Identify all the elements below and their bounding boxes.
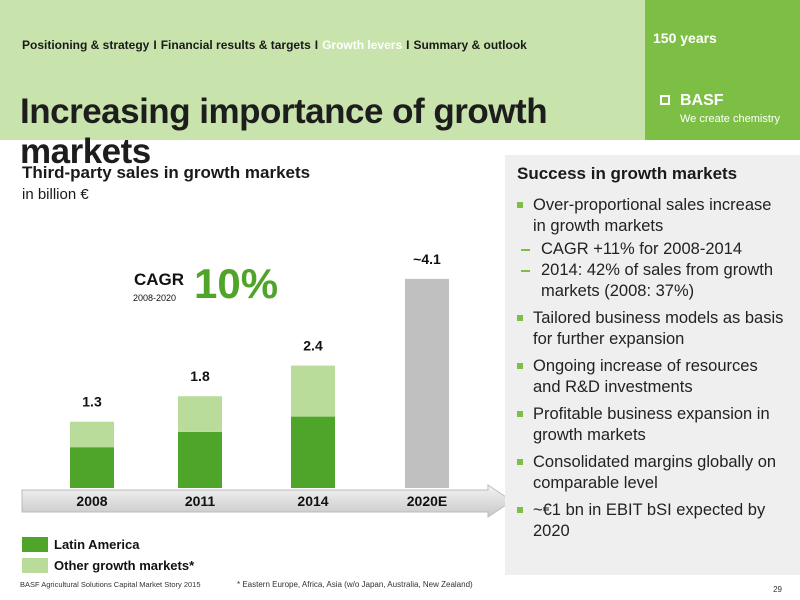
nav-item: Summary & outlook	[413, 38, 527, 52]
bullet: Consolidated margins globally on compara…	[517, 452, 787, 494]
nav-separator: I	[314, 38, 319, 52]
nav-separator: I	[406, 38, 410, 52]
bar-segment	[291, 365, 335, 417]
nav-separator: I	[153, 38, 157, 52]
nav-item: Positioning & strategy	[22, 38, 150, 52]
tagline: We create chemistry	[680, 113, 781, 125]
bar-segment	[291, 416, 335, 488]
slide-title: Increasing importance of growth markets	[20, 92, 548, 171]
bullet: Profitable business expansion in growth …	[517, 404, 787, 446]
total-label: 1.8	[190, 368, 210, 384]
bar-segment	[178, 396, 222, 432]
chart-subtitle: in billion €	[22, 186, 89, 203]
x-tick-label: 2008	[76, 493, 107, 509]
sub-list: CAGR +11% for 2008-2014 2014: 42% of sale…	[517, 239, 787, 302]
bar-segment	[178, 431, 222, 488]
x-tick-label: 2020E	[407, 493, 447, 509]
page-number: 29	[773, 585, 782, 594]
side-panel: Success in growth markets Over-proportio…	[505, 155, 800, 575]
brand-box: 150 years BASF We create chemistry	[645, 0, 800, 140]
nav-item: Growth levers	[322, 38, 403, 52]
legend-label: Other growth markets*	[54, 558, 195, 573]
cagr-period: 2008-2020	[133, 293, 176, 303]
bullet-list: Over-proportional sales increase in grow…	[517, 195, 787, 548]
bullet: Ongoing increase of resources and R&D in…	[517, 356, 787, 398]
logo: BASF	[660, 92, 724, 109]
legend-swatch	[22, 558, 48, 573]
navigation: Positioning & strategy I Financial results…	[22, 38, 527, 52]
bar-segment	[70, 447, 114, 488]
cagr-value: 10%	[194, 260, 278, 307]
nav-item: Financial results & targets	[160, 38, 311, 52]
bullet: Over-proportional sales increase in grow…	[517, 195, 787, 237]
badge: 150 years	[653, 30, 717, 46]
footnote: * Eastern Europe, Africa, Asia (w/o Japa…	[237, 580, 473, 589]
cagr-label: CAGR	[134, 270, 184, 289]
total-label: 1.3	[82, 394, 102, 410]
header-band: Positioning & strategy I Financial results…	[0, 0, 645, 171]
total-label: 2.4	[303, 338, 323, 354]
x-tick-label: 2011	[185, 493, 216, 509]
timeline-arrow	[21, 484, 505, 518]
sub-bullet: CAGR +11% for 2008-2014	[517, 239, 787, 260]
total-label: ~4.1	[413, 251, 441, 267]
forecast-bar	[405, 278, 449, 488]
chart-title: Third-party sales in growth markets	[22, 163, 310, 182]
legend-label: Latin America	[54, 537, 140, 552]
bar-segment	[70, 421, 114, 448]
panel-title: Success in growth markets	[517, 164, 738, 183]
legend-swatch	[22, 537, 48, 552]
footer: BASF Agricultural Solutions Capital Mark…	[20, 580, 201, 589]
bullet: ~€1 bn in EBIT bSI expected by 2020	[517, 500, 787, 542]
chart: Third-party sales in growth markets in b…	[21, 163, 505, 573]
bullet: Tailored business models as basis for fu…	[517, 308, 787, 350]
sub-bullet: 2014: 42% of sales from growth markets (…	[517, 260, 787, 302]
x-tick-label: 2014	[297, 493, 328, 509]
